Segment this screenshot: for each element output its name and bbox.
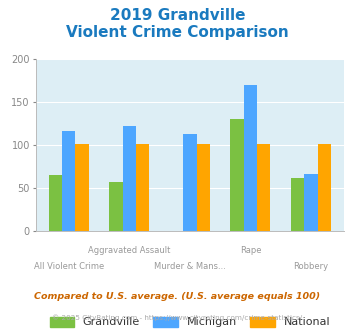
Bar [257, 144, 271, 231]
Bar [123, 126, 136, 231]
Bar [197, 144, 210, 231]
Text: Aggravated Assault: Aggravated Assault [88, 246, 170, 255]
Text: Compared to U.S. average. (U.S. average equals 100): Compared to U.S. average. (U.S. average … [34, 292, 321, 301]
Text: 2019 Grandville: 2019 Grandville [110, 8, 245, 23]
Text: All Violent Crime: All Violent Crime [34, 262, 104, 271]
Bar [136, 144, 149, 231]
Bar [318, 144, 331, 231]
Bar [183, 134, 197, 231]
Bar [49, 175, 62, 231]
Bar [304, 174, 318, 231]
Bar [244, 85, 257, 231]
Text: Murder & Mans...: Murder & Mans... [154, 262, 226, 271]
Bar [109, 182, 123, 231]
Bar [62, 131, 76, 231]
Text: Violent Crime Comparison: Violent Crime Comparison [66, 25, 289, 40]
Bar [291, 178, 304, 231]
Text: © 2025 CityRating.com - https://www.cityrating.com/crime-statistics/: © 2025 CityRating.com - https://www.city… [53, 314, 302, 321]
Legend: Grandville, Michigan, National: Grandville, Michigan, National [45, 312, 335, 330]
Text: Robbery: Robbery [294, 262, 329, 271]
Bar [76, 144, 89, 231]
Bar [230, 118, 244, 231]
Text: Rape: Rape [240, 246, 261, 255]
